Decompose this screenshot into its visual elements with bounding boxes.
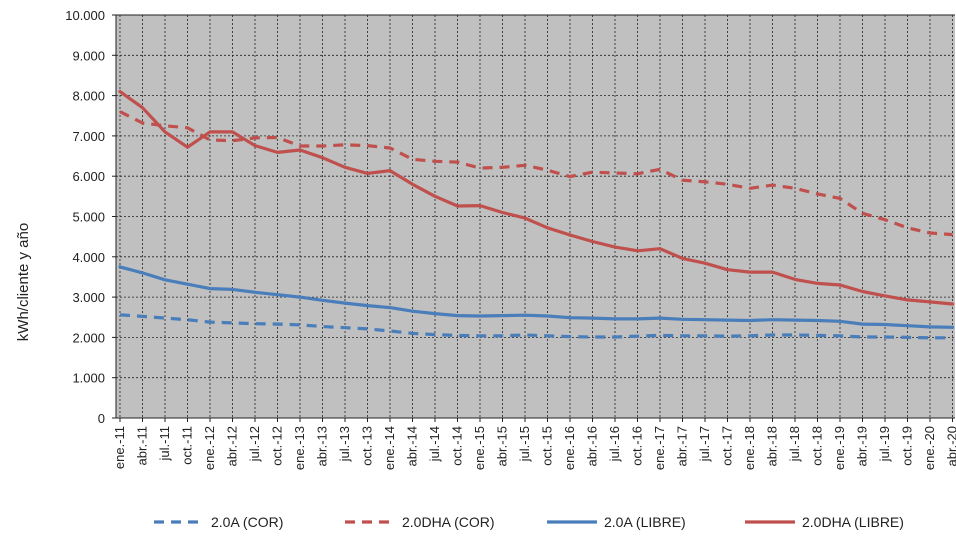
- x-tick-label: abr.-12: [225, 426, 240, 466]
- y-tick-label: 4.000: [72, 250, 105, 265]
- series-lines: [118, 89, 955, 340]
- x-tick-label: jul.-19: [877, 426, 892, 462]
- y-axis-label: kWh/cliente y año: [15, 223, 32, 341]
- x-tick-label: abr.-18: [765, 426, 780, 466]
- x-tick-label: abr.-13: [315, 426, 330, 466]
- y-tick-label: 3.000: [72, 290, 105, 305]
- x-tick-label: ene.-14: [382, 426, 397, 470]
- x-tick-label: ene.-15: [472, 426, 487, 470]
- x-tick-label: oct.-13: [360, 426, 375, 466]
- x-tick-label: oct.-14: [450, 426, 465, 466]
- x-tick-label: jul.-17: [697, 426, 712, 462]
- y-tick-labels: 0 1.000 2.000 3.000 4.000 5.000 6.000 7.000 8.00…: [65, 8, 116, 426]
- x-tick-label: ene.-17: [652, 426, 667, 470]
- x-tick-label: abr.-14: [405, 426, 420, 466]
- y-tick-label: 2.000: [72, 330, 105, 345]
- x-tick-label: jul.-16: [607, 426, 622, 462]
- legend-label-4: 2.0DHA (LIBRE): [802, 514, 904, 530]
- x-tick-label: ene.-20: [922, 426, 937, 470]
- x-tick-label: oct.-11: [180, 426, 195, 465]
- y-tick-label: 8.000: [72, 89, 105, 104]
- x-tick-label: abr.-15: [495, 426, 510, 466]
- series-line-1: [119, 313, 953, 340]
- x-tick-label: ene.-12: [202, 426, 217, 470]
- y-tick-label: 7.000: [72, 129, 105, 144]
- y-tick-label: 6.000: [72, 169, 105, 184]
- x-tick-label: ene.-11: [112, 426, 127, 469]
- x-tick-label: abr.-20: [945, 426, 956, 466]
- x-tick-label: ene.-19: [832, 426, 847, 470]
- grid-lines: [116, 14, 955, 419]
- x-tick-label: abr.-17: [675, 426, 690, 466]
- x-tick-label: ene.-16: [562, 426, 577, 470]
- x-tick-labels: ene.-11 abr.-11 jul.-11 oct.-11 ene.-12 abr.-…: [112, 418, 956, 470]
- x-tick-label: jul.-13: [337, 426, 352, 462]
- series-line-2: [119, 110, 953, 237]
- y-tick-label: 1.000: [72, 371, 105, 386]
- x-tick-label: oct.-18: [810, 426, 825, 466]
- x-tick-label: abr.-11: [135, 426, 150, 466]
- x-tick-label: abr.-19: [855, 426, 870, 466]
- series-line-3: [118, 265, 955, 329]
- y-tick-label: 5.000: [72, 210, 105, 225]
- legend: 2.0A (COR) 2.0DHA (COR) 2.0A (LIBRE) 2.0DHA…: [154, 514, 904, 530]
- x-tick-label: abr.-16: [585, 426, 600, 466]
- series-line-4: [118, 89, 955, 306]
- x-tick-label: jul.-14: [427, 426, 442, 462]
- y-tick-label: 10.000: [65, 8, 105, 23]
- x-tick-label: oct.-12: [270, 426, 285, 466]
- y-tick-label: 0: [98, 411, 105, 426]
- legend-label-2: 2.0DHA (COR): [402, 514, 495, 530]
- x-tick-label: jul.-15: [517, 426, 532, 462]
- x-tick-label: oct.-19: [900, 426, 915, 466]
- x-tick-label: ene.-18: [742, 426, 757, 470]
- x-tick-label: ene.-13: [292, 426, 307, 470]
- plot-area: [116, 15, 955, 418]
- x-tick-label: oct.-17: [720, 426, 735, 466]
- legend-label-1: 2.0A (COR): [211, 514, 283, 530]
- legend-label-3: 2.0A (LIBRE): [604, 514, 686, 530]
- x-tick-label: oct.-15: [540, 426, 555, 466]
- x-tick-label: jul.-18: [787, 426, 802, 462]
- x-tick-label: oct.-16: [630, 426, 645, 466]
- y-tick-label: 9.000: [72, 48, 105, 63]
- x-tick-label: jul.-12: [247, 426, 262, 462]
- x-tick-label: jul.-11: [157, 426, 172, 461]
